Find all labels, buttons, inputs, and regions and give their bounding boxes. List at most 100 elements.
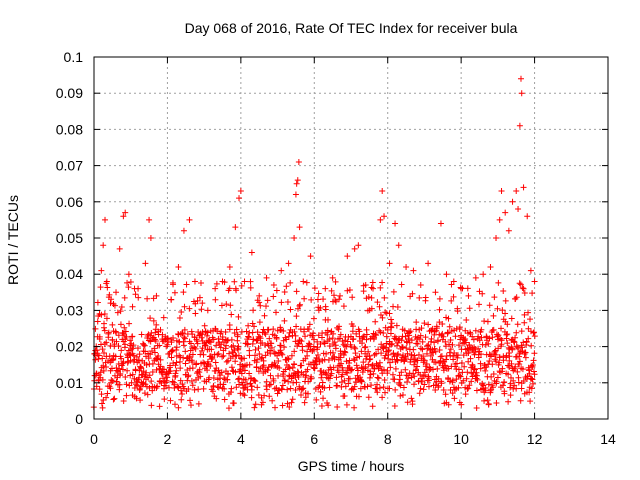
data-point: [109, 321, 116, 328]
data-point: [260, 362, 267, 369]
data-point: [200, 385, 207, 392]
data-point: [169, 378, 176, 385]
data-point: [204, 307, 211, 314]
data-point: [133, 395, 140, 402]
x-tick-label: 6: [310, 431, 318, 447]
data-point: [195, 400, 202, 407]
data-point: [464, 385, 471, 392]
data-point: [513, 187, 520, 194]
data-point: [150, 317, 157, 324]
data-point: [346, 375, 353, 382]
data-point: [335, 369, 342, 376]
data-point: [419, 377, 426, 384]
data-point: [431, 339, 438, 346]
data-point: [379, 370, 386, 377]
data-point: [106, 291, 113, 298]
data-point: [484, 397, 491, 404]
data-point: [345, 334, 352, 341]
data-point: [512, 363, 519, 370]
data-point: [493, 358, 500, 365]
data-point: [472, 349, 479, 356]
data-point: [308, 296, 315, 303]
data-point: [336, 296, 343, 303]
data-point: [275, 372, 282, 379]
data-point: [462, 336, 469, 343]
data-point: [530, 329, 537, 336]
data-point: [372, 331, 379, 338]
data-point: [157, 363, 164, 370]
data-point: [248, 249, 255, 256]
data-point: [414, 363, 421, 370]
y-tick-labels: 0 0.01 0.02 0.03 0.04 0.05 0.06 0.07 0.08 0.09 0.1: [56, 49, 83, 427]
data-point: [515, 345, 522, 352]
data-point: [325, 356, 332, 363]
data-point: [160, 375, 167, 382]
data-point: [270, 293, 277, 300]
data-point: [215, 384, 222, 391]
data-point: [285, 356, 292, 363]
data-point: [226, 285, 233, 292]
data-point: [455, 342, 462, 349]
data-point: [280, 327, 287, 334]
data-point: [151, 345, 158, 352]
data-point: [135, 294, 142, 301]
data-point: [301, 399, 308, 406]
data-point: [322, 285, 329, 292]
data-point: [413, 319, 420, 326]
data-point: [220, 352, 227, 359]
data-point: [140, 341, 147, 348]
data-point: [235, 343, 242, 350]
data-point: [493, 380, 500, 387]
data-point: [439, 320, 446, 327]
data-point: [360, 359, 367, 366]
data-point: [351, 383, 358, 390]
data-point: [213, 280, 220, 287]
data-point: [392, 386, 399, 393]
data-point: [298, 392, 304, 399]
data-point: [171, 381, 178, 388]
data-point: [240, 363, 247, 370]
data-point: [437, 220, 444, 227]
data-point: [99, 404, 106, 411]
data-point: [95, 356, 102, 363]
data-point: [103, 315, 110, 322]
data-point: [395, 242, 402, 249]
data-point: [111, 395, 118, 402]
data-point: [397, 382, 404, 389]
data-point: [259, 399, 266, 406]
data-point: [255, 345, 262, 352]
y-tick-label: 0.05: [56, 230, 83, 246]
data-point: [179, 390, 186, 397]
data-point: [500, 288, 507, 295]
data-point: [326, 343, 333, 350]
data-point: [467, 355, 474, 362]
data-point: [187, 397, 194, 404]
data-points: [90, 75, 538, 412]
data-point: [516, 358, 523, 365]
data-point: [231, 330, 238, 337]
data-point: [332, 298, 339, 305]
data-point: [425, 383, 432, 390]
data-point: [278, 386, 285, 393]
data-point: [521, 311, 528, 318]
data-point: [94, 318, 101, 325]
data-point: [432, 289, 439, 296]
data-point: [124, 279, 131, 286]
data-point: [265, 326, 272, 333]
data-point: [128, 379, 135, 386]
data-point: [486, 358, 493, 365]
data-point: [362, 343, 369, 350]
data-point: [365, 294, 372, 301]
data-point: [368, 294, 375, 301]
data-point: [178, 309, 185, 316]
data-point: [183, 281, 190, 288]
data-point: [101, 311, 108, 318]
data-point: [164, 374, 171, 381]
data-point: [529, 290, 536, 297]
data-point: [232, 369, 239, 376]
data-point: [99, 355, 106, 362]
data-point: [488, 353, 495, 360]
data-point: [349, 294, 356, 301]
data-point: [329, 274, 336, 281]
x-tick-labels: 0 2 4 6 8 10 12 14: [90, 431, 616, 447]
